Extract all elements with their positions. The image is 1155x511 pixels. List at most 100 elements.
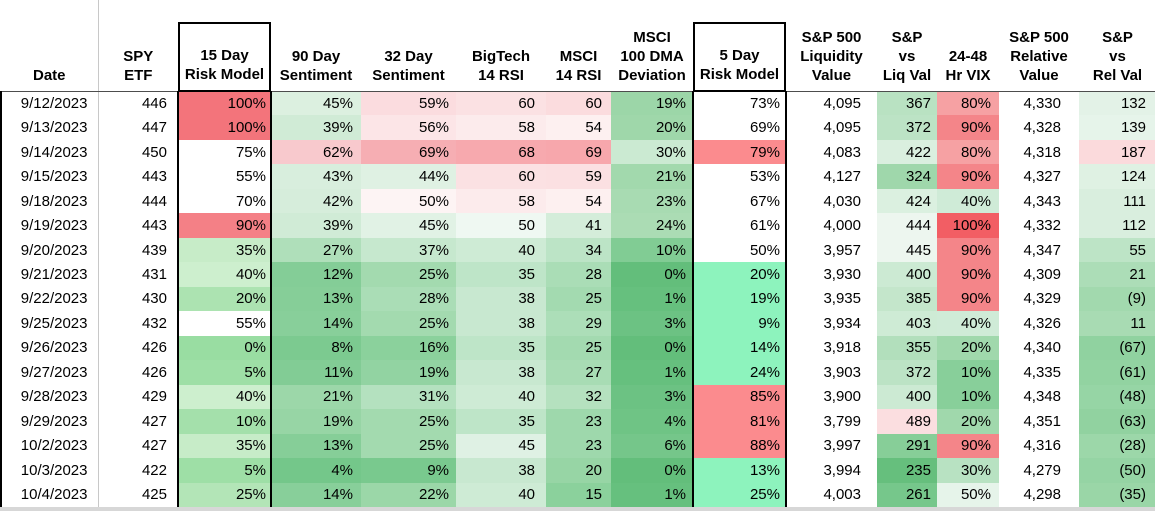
cell-risk5[interactable]: 61%: [692, 213, 787, 238]
cell-bigtech[interactable]: 60: [456, 91, 546, 116]
cell-risk15[interactable]: 35%: [177, 237, 272, 263]
cell-vs_liq[interactable]: 324: [877, 164, 937, 189]
cell-risk15[interactable]: 35%: [177, 433, 272, 459]
cell-deviation[interactable]: 3%: [611, 311, 693, 336]
cell-liq_value[interactable]: 4,003: [786, 482, 877, 507]
cell-vs_rel[interactable]: 55: [1079, 237, 1155, 263]
cell-risk5[interactable]: 53%: [692, 164, 787, 189]
cell-liq_value[interactable]: 4,095: [786, 91, 877, 116]
cell-risk15[interactable]: 20%: [177, 286, 272, 312]
cell-sent90[interactable]: 8%: [271, 335, 361, 361]
cell-date[interactable]: 9/19/2023: [0, 213, 99, 238]
cell-rel_value[interactable]: 4,340: [999, 335, 1079, 361]
column-header-vs_rel[interactable]: S&P vs Rel Val: [1079, 0, 1155, 92]
cell-sent90[interactable]: 21%: [271, 384, 361, 410]
cell-sent32[interactable]: 56%: [361, 115, 456, 140]
cell-sent32[interactable]: 69%: [361, 139, 456, 165]
cell-vs_liq[interactable]: 355: [877, 335, 937, 361]
cell-risk15[interactable]: 100%: [177, 91, 272, 116]
cell-vs_rel[interactable]: (61): [1079, 360, 1155, 385]
cell-vs_liq[interactable]: 489: [877, 409, 937, 434]
cell-date[interactable]: 9/25/2023: [0, 311, 99, 336]
cell-date[interactable]: 9/28/2023: [0, 384, 99, 410]
cell-vs_liq[interactable]: 400: [877, 262, 937, 287]
cell-sent90[interactable]: 13%: [271, 286, 361, 312]
cell-msci_rsi[interactable]: 25: [546, 335, 611, 361]
cell-risk15[interactable]: 10%: [177, 409, 272, 434]
cell-sent32[interactable]: 59%: [361, 91, 456, 116]
cell-date[interactable]: 9/26/2023: [0, 335, 99, 361]
cell-date[interactable]: 9/14/2023: [0, 139, 99, 165]
cell-spy[interactable]: 426: [98, 335, 178, 361]
cell-spy[interactable]: 447: [98, 115, 178, 140]
cell-sent90[interactable]: 62%: [271, 139, 361, 165]
cell-deviation[interactable]: 23%: [611, 188, 693, 214]
cell-vix[interactable]: 90%: [937, 286, 999, 312]
cell-rel_value[interactable]: 4,335: [999, 360, 1079, 385]
cell-vs_liq[interactable]: 372: [877, 360, 937, 385]
cell-risk15[interactable]: 55%: [177, 311, 272, 336]
cell-bigtech[interactable]: 35: [456, 409, 546, 434]
cell-liq_value[interactable]: 3,930: [786, 262, 877, 287]
cell-sent90[interactable]: 11%: [271, 360, 361, 385]
cell-sent32[interactable]: 25%: [361, 409, 456, 434]
cell-sent90[interactable]: 45%: [271, 91, 361, 116]
cell-deviation[interactable]: 1%: [611, 360, 693, 385]
cell-rel_value[interactable]: 4,327: [999, 164, 1079, 189]
cell-vix[interactable]: 40%: [937, 311, 999, 336]
cell-risk5[interactable]: 85%: [692, 384, 787, 410]
cell-vs_liq[interactable]: 403: [877, 311, 937, 336]
cell-vs_liq[interactable]: 235: [877, 458, 937, 483]
cell-sent90[interactable]: 27%: [271, 237, 361, 263]
cell-vs_liq[interactable]: 422: [877, 139, 937, 165]
cell-sent32[interactable]: 28%: [361, 286, 456, 312]
cell-sent32[interactable]: 25%: [361, 433, 456, 459]
cell-rel_value[interactable]: 4,318: [999, 139, 1079, 165]
cell-sent32[interactable]: 16%: [361, 335, 456, 361]
cell-risk5[interactable]: 69%: [692, 115, 787, 140]
cell-msci_rsi[interactable]: 28: [546, 262, 611, 287]
cell-liq_value[interactable]: 4,083: [786, 139, 877, 165]
cell-sent32[interactable]: 25%: [361, 262, 456, 287]
cell-deviation[interactable]: 30%: [611, 139, 693, 165]
cell-rel_value[interactable]: 4,326: [999, 311, 1079, 336]
cell-vix[interactable]: 10%: [937, 384, 999, 410]
cell-date[interactable]: 9/22/2023: [0, 286, 99, 312]
cell-sent90[interactable]: 19%: [271, 409, 361, 434]
cell-deviation[interactable]: 19%: [611, 91, 693, 116]
cell-rel_value[interactable]: 4,343: [999, 188, 1079, 214]
cell-deviation[interactable]: 3%: [611, 384, 693, 410]
cell-msci_rsi[interactable]: 41: [546, 213, 611, 238]
cell-vs_rel[interactable]: 187: [1079, 139, 1155, 165]
cell-sent90[interactable]: 13%: [271, 433, 361, 459]
cell-vix[interactable]: 90%: [937, 262, 999, 287]
cell-msci_rsi[interactable]: 60: [546, 91, 611, 116]
column-header-date[interactable]: Date: [1, 0, 99, 92]
cell-deviation[interactable]: 0%: [611, 458, 693, 483]
cell-deviation[interactable]: 6%: [611, 433, 693, 459]
cell-risk5[interactable]: 14%: [692, 335, 787, 361]
cell-liq_value[interactable]: 3,918: [786, 335, 877, 361]
cell-spy[interactable]: 422: [98, 458, 178, 483]
cell-sent90[interactable]: 42%: [271, 188, 361, 214]
cell-liq_value[interactable]: 3,935: [786, 286, 877, 312]
cell-deviation[interactable]: 10%: [611, 237, 693, 263]
cell-vix[interactable]: 30%: [937, 458, 999, 483]
cell-vs_rel[interactable]: (67): [1079, 335, 1155, 361]
cell-rel_value[interactable]: 4,332: [999, 213, 1079, 238]
cell-bigtech[interactable]: 35: [456, 262, 546, 287]
cell-spy[interactable]: 431: [98, 262, 178, 287]
cell-deviation[interactable]: 1%: [611, 482, 693, 507]
column-header-vix[interactable]: 24-48 Hr VIX: [937, 0, 999, 92]
cell-vs_liq[interactable]: 367: [877, 91, 937, 116]
cell-vs_rel[interactable]: 21: [1079, 262, 1155, 287]
cell-vix[interactable]: 90%: [937, 164, 999, 189]
cell-sent32[interactable]: 44%: [361, 164, 456, 189]
cell-sent32[interactable]: 25%: [361, 311, 456, 336]
cell-bigtech[interactable]: 38: [456, 311, 546, 336]
cell-spy[interactable]: 443: [98, 213, 178, 238]
cell-sent32[interactable]: 9%: [361, 458, 456, 483]
cell-risk15[interactable]: 40%: [177, 384, 272, 410]
cell-date[interactable]: 9/13/2023: [0, 115, 99, 140]
cell-date[interactable]: 10/3/2023: [0, 458, 99, 483]
